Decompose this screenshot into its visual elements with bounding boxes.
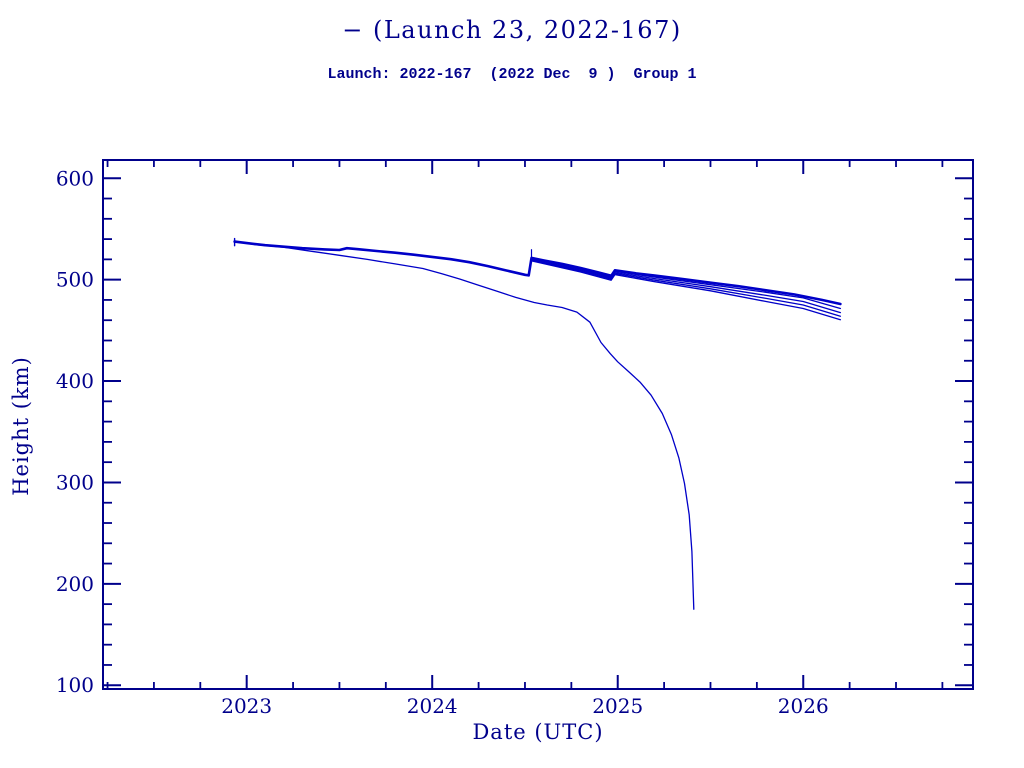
chart-subtitle: Launch: 2022-167 (2022 Dec 9 ) Group 1 [327, 66, 697, 83]
y-tick-label: 600 [56, 166, 94, 190]
series-bundle-strand-5 [530, 260, 842, 321]
y-tick-label: 300 [56, 470, 94, 494]
series-decayed-satellite [233, 240, 695, 610]
x-tick-label: 2024 [407, 694, 458, 718]
y-tick-label: 400 [56, 369, 94, 393]
y-tick-label: 100 [56, 673, 94, 697]
y-axis-label: Height (km) [9, 356, 33, 496]
series-bundle-strand-4 [530, 259, 842, 317]
x-tick-label: 2026 [778, 694, 829, 718]
series-bundle-strand-2 [530, 258, 842, 310]
y-tick-label: 200 [56, 572, 94, 596]
chart-title: − (Launch 23, 2022-167) [342, 16, 682, 44]
x-tick-label: 2023 [221, 694, 272, 718]
y-tick-label: 500 [56, 268, 94, 292]
x-axis-label: Date (UTC) [472, 720, 604, 744]
series-bundle-strand-3 [530, 259, 842, 314]
x-tick-label: 2025 [592, 694, 643, 718]
axis-frame [102, 159, 974, 690]
series-group-bundle [233, 240, 842, 306]
